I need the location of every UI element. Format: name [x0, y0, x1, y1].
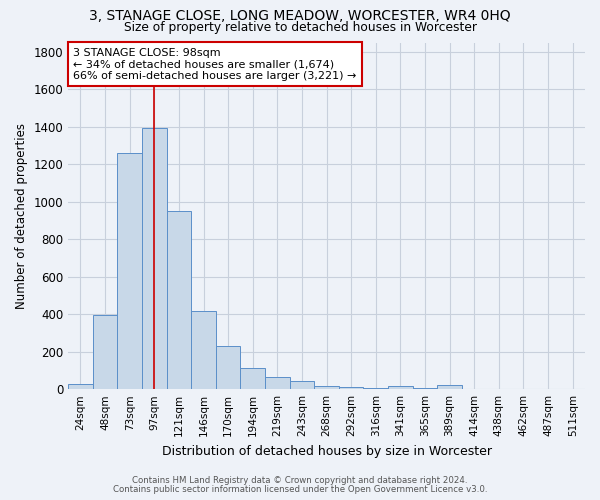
Text: 3 STANAGE CLOSE: 98sqm
← 34% of detached houses are smaller (1,674)
66% of semi-: 3 STANAGE CLOSE: 98sqm ← 34% of detached…: [73, 48, 357, 81]
Bar: [437, 386, 462, 389]
Bar: [314, 386, 339, 389]
Bar: [191, 312, 216, 389]
Bar: [167, 211, 191, 389]
Bar: [339, 388, 364, 389]
Text: Size of property relative to detached houses in Worcester: Size of property relative to detached ho…: [124, 21, 476, 34]
Y-axis label: Number of detached properties: Number of detached properties: [15, 123, 28, 309]
Bar: [142, 128, 167, 389]
Text: Contains HM Land Registry data © Crown copyright and database right 2024.: Contains HM Land Registry data © Crown c…: [132, 476, 468, 485]
Bar: [241, 368, 265, 389]
Bar: [93, 315, 118, 389]
Bar: [388, 386, 413, 389]
Text: 3, STANAGE CLOSE, LONG MEADOW, WORCESTER, WR4 0HQ: 3, STANAGE CLOSE, LONG MEADOW, WORCESTER…: [89, 9, 511, 23]
Bar: [265, 377, 290, 389]
X-axis label: Distribution of detached houses by size in Worcester: Distribution of detached houses by size …: [161, 444, 491, 458]
Bar: [364, 388, 388, 389]
Bar: [216, 346, 241, 389]
Bar: [68, 384, 93, 389]
Bar: [290, 380, 314, 389]
Bar: [118, 153, 142, 389]
Bar: [413, 388, 437, 389]
Text: Contains public sector information licensed under the Open Government Licence v3: Contains public sector information licen…: [113, 484, 487, 494]
